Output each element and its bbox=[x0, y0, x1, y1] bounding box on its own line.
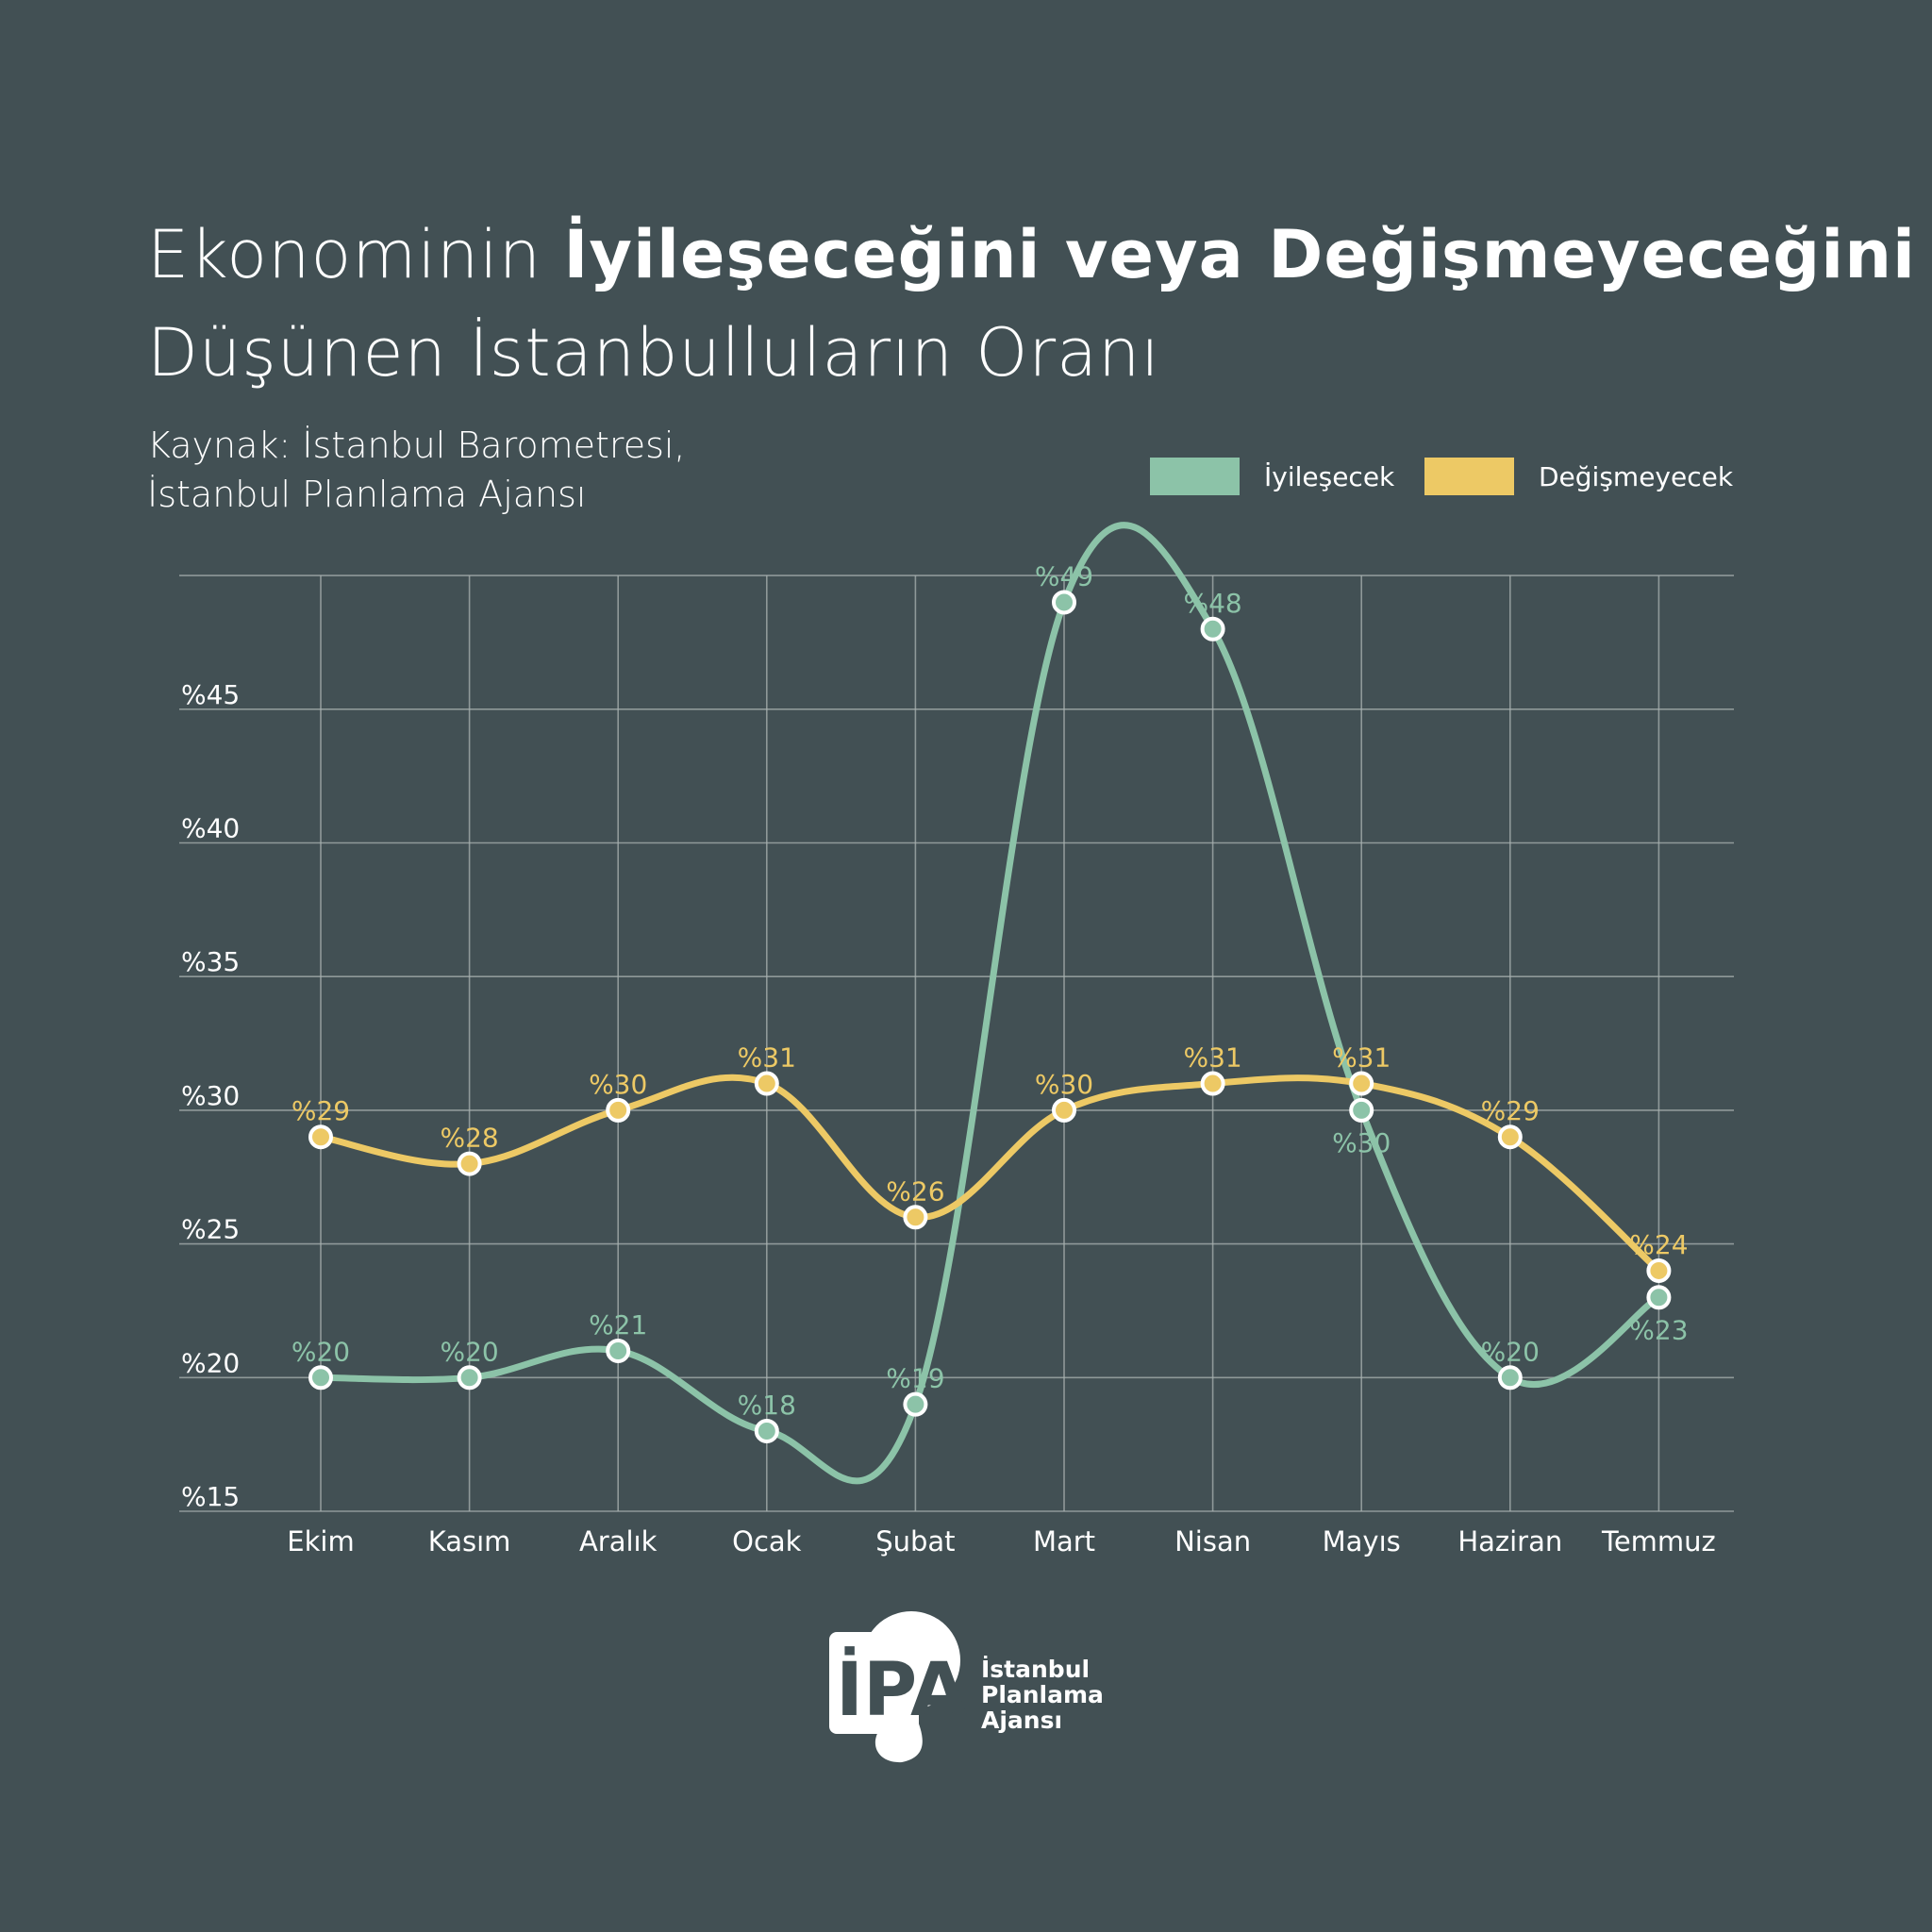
y-tick-label: %40 bbox=[181, 813, 240, 844]
data-label-iyilesecek: %23 bbox=[1629, 1314, 1688, 1345]
legend-swatch-iyilesecek bbox=[1150, 458, 1240, 495]
legend-label-degismeyecek: Değişmeyecek bbox=[1539, 460, 1734, 492]
data-point-degismeyecek bbox=[308, 1124, 333, 1150]
data-label-iyilesecek: %49 bbox=[1035, 560, 1093, 591]
legend-item-degismeyecek: Değişmeyecek bbox=[1424, 457, 1733, 496]
data-point-degismeyecek bbox=[754, 1071, 779, 1096]
x-tick-label: Ekim bbox=[287, 1525, 354, 1557]
data-label-degismeyecek: %31 bbox=[1183, 1042, 1241, 1074]
y-tick-label: %20 bbox=[181, 1347, 240, 1378]
data-point-degismeyecek bbox=[1200, 1071, 1225, 1096]
x-tick-label: Mayıs bbox=[1323, 1525, 1401, 1557]
legend-label-iyilesecek: İyileşecek bbox=[1264, 460, 1395, 492]
x-tick-label: Ocak bbox=[732, 1525, 802, 1557]
data-label-degismeyecek: %30 bbox=[1035, 1069, 1093, 1100]
data-label-degismeyecek: %31 bbox=[1332, 1042, 1391, 1074]
legend-item-iyilesecek: İyileşecek bbox=[1150, 457, 1394, 496]
data-label-iyilesecek: %30 bbox=[1332, 1127, 1391, 1158]
x-tick-label: Kasım bbox=[428, 1525, 511, 1557]
data-point-degismeyecek bbox=[1646, 1257, 1672, 1283]
y-tick-label: %30 bbox=[181, 1080, 240, 1111]
data-point-iyilesecek bbox=[1349, 1097, 1374, 1123]
data-point-degismeyecek bbox=[606, 1097, 631, 1123]
legend-swatch-degismeyecek bbox=[1424, 458, 1514, 495]
data-label-degismeyecek: %29 bbox=[291, 1095, 350, 1126]
x-tick-label: Mart bbox=[1033, 1525, 1095, 1557]
logo-text: İstanbul Planlama Ajansı bbox=[981, 1657, 1104, 1733]
data-point-iyilesecek bbox=[1200, 616, 1225, 641]
data-point-iyilesecek bbox=[606, 1338, 631, 1363]
source-line2: İstanbul Planlama Ajansı bbox=[147, 474, 587, 515]
data-point-degismeyecek bbox=[903, 1205, 928, 1230]
logo-text-line1: İstanbul bbox=[981, 1656, 1091, 1683]
data-label-iyilesecek: %21 bbox=[589, 1309, 647, 1341]
data-label-iyilesecek: %20 bbox=[1481, 1336, 1540, 1367]
y-tick-label: %35 bbox=[181, 946, 240, 977]
data-point-iyilesecek bbox=[457, 1365, 482, 1391]
series-line-iyilesecek bbox=[317, 522, 1662, 1485]
data-point-degismeyecek bbox=[457, 1151, 482, 1176]
data-point-degismeyecek bbox=[1052, 1097, 1076, 1123]
data-label-degismeyecek: %30 bbox=[589, 1069, 647, 1100]
ipa-logo: İPA bbox=[829, 1611, 967, 1763]
data-label-iyilesecek: %19 bbox=[886, 1363, 944, 1394]
data-label-iyilesecek: %18 bbox=[738, 1390, 796, 1421]
series-line-degismeyecek bbox=[317, 1074, 1662, 1274]
data-label-iyilesecek: %20 bbox=[440, 1336, 498, 1367]
logo-text-line2: Planlama bbox=[981, 1681, 1104, 1708]
data-point-iyilesecek bbox=[1646, 1285, 1672, 1310]
y-tick-label: %25 bbox=[181, 1214, 240, 1245]
data-point-iyilesecek bbox=[754, 1418, 779, 1443]
source-note: Kaynak: İstanbul Barometresi, İstanbul P… bbox=[147, 421, 686, 519]
data-label-iyilesecek: %20 bbox=[291, 1336, 350, 1367]
data-point-iyilesecek bbox=[1497, 1365, 1523, 1391]
title-bold: İyileşeceğini veya Değişmeyeceğini bbox=[563, 216, 1917, 293]
data-point-iyilesecek bbox=[308, 1365, 333, 1391]
title-line2: Düşünen İstanbulluların Oranı bbox=[147, 314, 1160, 391]
data-point-iyilesecek bbox=[1052, 590, 1076, 615]
data-point-degismeyecek bbox=[1497, 1124, 1523, 1150]
title-part1: Ekonominin bbox=[147, 216, 564, 293]
data-point-iyilesecek bbox=[903, 1391, 928, 1417]
logo-text-line3: Ajansı bbox=[981, 1707, 1063, 1734]
y-tick-label: %15 bbox=[181, 1481, 240, 1512]
data-label-degismeyecek: %31 bbox=[738, 1042, 796, 1074]
logo-mark: İPA bbox=[836, 1646, 967, 1733]
x-tick-label: Nisan bbox=[1174, 1525, 1251, 1557]
y-tick-label: %45 bbox=[181, 679, 240, 710]
x-tick-label: Temmuz bbox=[1601, 1525, 1716, 1557]
data-label-degismeyecek: %28 bbox=[440, 1123, 498, 1154]
data-point-degismeyecek bbox=[1349, 1071, 1374, 1096]
source-line1: Kaynak: İstanbul Barometresi, bbox=[147, 425, 686, 466]
x-tick-label: Şubat bbox=[875, 1525, 955, 1557]
x-tick-label: Haziran bbox=[1457, 1525, 1562, 1557]
data-label-degismeyecek: %26 bbox=[886, 1175, 944, 1207]
logo-shape-swirl bbox=[874, 1660, 923, 1763]
data-label-degismeyecek: %24 bbox=[1629, 1229, 1688, 1260]
x-tick-label: Aralık bbox=[579, 1525, 658, 1557]
chart-title: Ekonominin İyileşeceğini veya Değişmeyec… bbox=[147, 206, 1916, 402]
data-label-degismeyecek: %29 bbox=[1481, 1095, 1540, 1126]
data-label-iyilesecek: %48 bbox=[1183, 588, 1241, 619]
